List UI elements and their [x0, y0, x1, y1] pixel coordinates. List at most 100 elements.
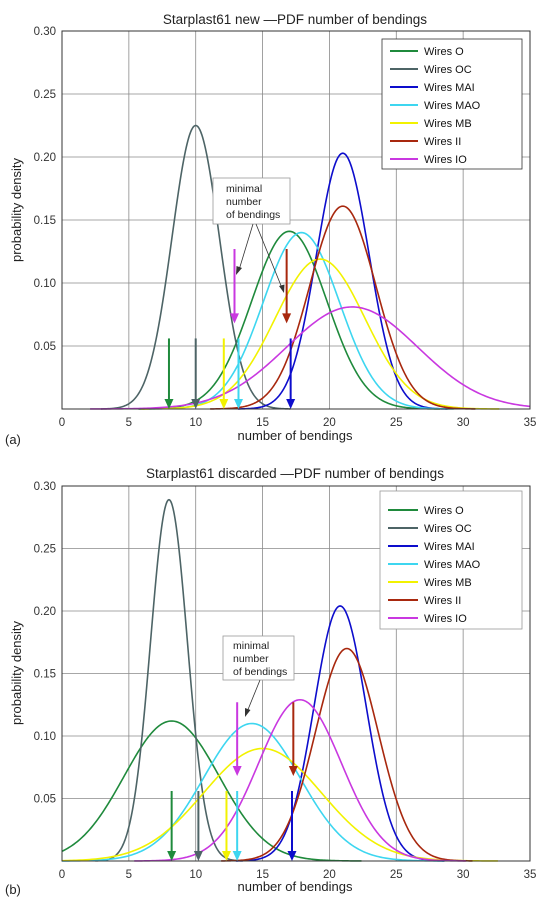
min-arrow-head: [232, 851, 242, 861]
callout-pointer: [246, 679, 261, 713]
y-axis-label: probability density: [9, 620, 24, 725]
y-tick-labels: 0.05 0.10 0.15 0.20 0.25 0.30: [34, 481, 56, 806]
y-tick-label: 0.15: [34, 215, 56, 227]
series-line: [90, 306, 531, 410]
arrows: [164, 248, 296, 409]
legend-label: Wires II: [424, 595, 461, 607]
min-arrow-head: [288, 766, 298, 776]
y-tick-label: 0.20: [34, 606, 56, 618]
curves: [61, 498, 498, 862]
x-tick-label: 35: [524, 417, 537, 429]
legend-label: Wires OC: [424, 523, 472, 535]
y-tick-label: 0.25: [34, 544, 56, 556]
x-axis-label: number of bendings: [238, 879, 353, 894]
arrows: [167, 702, 298, 861]
y-tick-label: 0.10: [34, 278, 56, 290]
min-arrow-head: [229, 313, 239, 324]
y-tick-label: 0.30: [34, 26, 56, 38]
callout-line-2: number: [233, 653, 269, 665]
y-tick-label: 0.30: [34, 481, 56, 493]
series-line: [148, 231, 454, 410]
x-tick-label: 0: [59, 869, 65, 881]
legend-label: Wires MAI: [424, 541, 475, 553]
legend-label: Wires II: [424, 136, 461, 148]
x-tick-label: 30: [457, 869, 470, 881]
series-line: [140, 258, 500, 410]
y-tick-label: 0.20: [34, 152, 56, 164]
x-tick-label: 15: [256, 869, 269, 881]
min-arrow-head: [234, 399, 244, 409]
panel-label: (a): [5, 432, 21, 447]
callout-line-3: of bendings: [233, 666, 287, 678]
legend-entry: Wires II: [390, 136, 461, 148]
series-line: [221, 647, 473, 862]
panel-b: Starplast61 discarded —PDF number of ben…: [5, 466, 536, 897]
y-tick-label: 0.15: [34, 669, 56, 681]
panel-label: (b): [5, 882, 21, 897]
x-tick-label: 25: [390, 417, 403, 429]
series-line: [61, 722, 445, 862]
curves: [90, 124, 531, 410]
legend-label: Wires O: [424, 505, 464, 517]
callout-pointer-left-head: [236, 266, 242, 275]
x-tick-label: 30: [457, 417, 470, 429]
callout-pointer-right-head: [279, 284, 285, 293]
legend-label: Wires MAO: [424, 559, 481, 571]
min-arrow-head: [232, 766, 242, 776]
x-tick-label: 35: [524, 869, 537, 881]
x-tick-label: 10: [189, 869, 202, 881]
x-tick-label: 0: [59, 417, 65, 429]
legend-label: Wires MAO: [424, 100, 481, 112]
y-axis-label: probability density: [9, 157, 24, 262]
min-arrow-head: [287, 851, 297, 861]
chart-title: Starplast61 new —PDF number of bendings: [163, 12, 427, 27]
legend: Wires O Wires OC Wires MAI Wires MAO Wir…: [381, 38, 523, 170]
x-tick-label: 25: [390, 869, 403, 881]
y-tick-label: 0.05: [34, 794, 56, 806]
callout-line-1: minimal: [233, 640, 269, 652]
legend-label: Wires O: [424, 46, 464, 58]
series-line: [95, 498, 243, 862]
series-line: [237, 152, 448, 410]
callout-pointer-head: [245, 708, 251, 717]
callout: minimal number of bendings: [222, 635, 295, 717]
legend-box: [379, 490, 523, 630]
x-tick-label: 5: [126, 869, 132, 881]
min-arrow-head: [219, 399, 229, 409]
callout-line-3: of bendings: [226, 209, 280, 221]
x-tick-label: 20: [323, 417, 336, 429]
min-arrow-head: [282, 313, 292, 324]
callout-pointer-right: [255, 223, 283, 289]
callout-pointer-left: [238, 223, 254, 271]
legend-entry: Wires MB: [388, 577, 472, 589]
callout-box: [222, 635, 295, 681]
callout-line-2: number: [226, 196, 262, 208]
legend-entry: Wires IO: [390, 154, 467, 166]
min-arrow-head: [221, 851, 231, 861]
x-tick-labels: 0 5 10 15 20 25 30 35: [59, 869, 537, 881]
y-tick-label: 0.05: [34, 341, 56, 353]
min-arrow-head: [286, 399, 296, 409]
x-tick-labels: 0 5 10 15 20 25 30 35: [59, 417, 537, 429]
callout-line-1: minimal: [226, 183, 262, 195]
plot-frame: [61, 30, 531, 410]
legend-label: Wires OC: [424, 64, 472, 76]
legend-label: Wires MB: [424, 577, 472, 589]
legend-entry: Wires OC: [390, 64, 472, 76]
legend: Wires O Wires OC Wires MAI Wires MAO Wir…: [379, 490, 523, 630]
y-tick-label: 0.25: [34, 89, 56, 101]
chart-title: Starplast61 discarded —PDF number of ben…: [146, 466, 444, 481]
legend-entry: Wires MAO: [390, 100, 481, 112]
x-tick-label: 5: [126, 417, 132, 429]
legend-entry: Wires MAI: [390, 82, 475, 94]
series-line: [134, 698, 466, 862]
legend-label: Wires IO: [424, 154, 467, 166]
min-arrow-head: [164, 399, 174, 409]
y-tick-labels: 0.05 0.10 0.15 0.20 0.25 0.30: [34, 26, 56, 353]
legend-entry: Wires II: [388, 595, 461, 607]
y-tick-label: 0.10: [34, 731, 56, 743]
legend-label: Wires IO: [424, 613, 467, 625]
x-tick-label: 15: [256, 417, 269, 429]
grid: [62, 31, 530, 409]
